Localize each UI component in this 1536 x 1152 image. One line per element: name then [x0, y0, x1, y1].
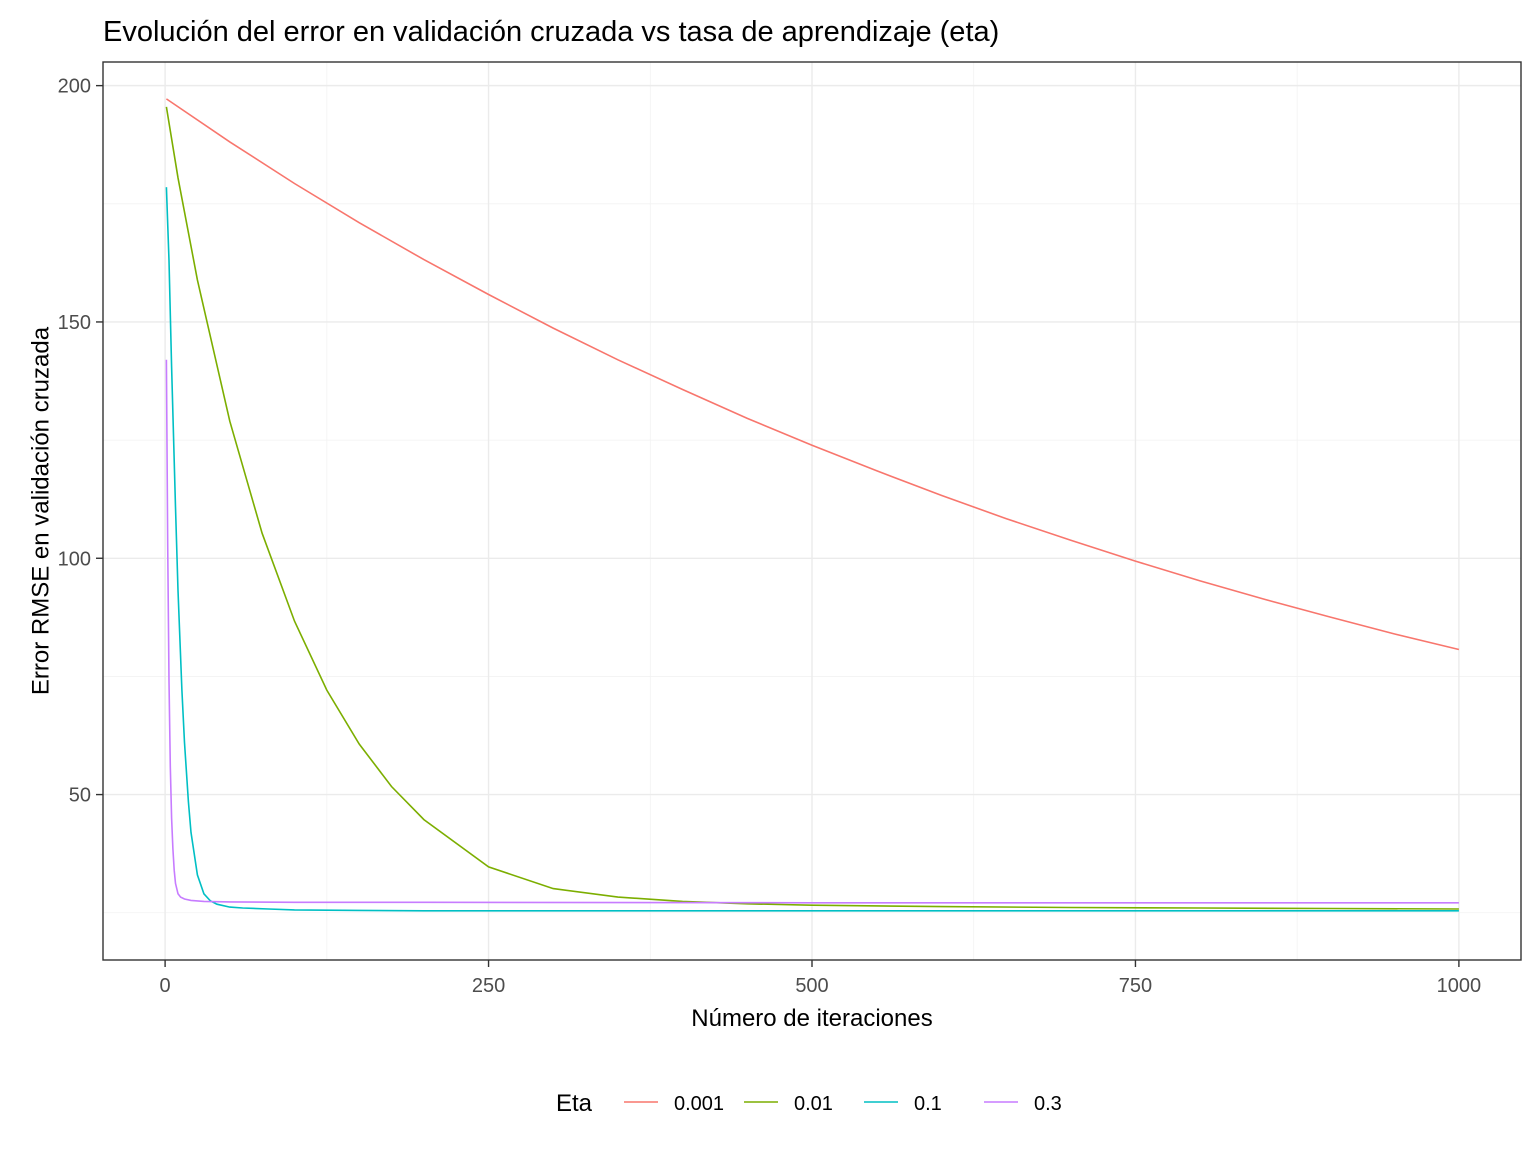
series-line-eta-0.001 — [165, 98, 1460, 651]
x-axis-title: Número de iteraciones — [691, 1005, 932, 1032]
y-tick-label: 100 — [58, 548, 91, 570]
x-tick-label: 0 — [160, 975, 171, 997]
x-tick-label: 1000 — [1437, 975, 1482, 997]
series-line-eta-0.01 — [165, 106, 1459, 910]
y-tick-label: 150 — [58, 312, 91, 334]
chart-title: Evolución del error en validación cruzad… — [103, 16, 999, 48]
series-line-eta-0.3 — [165, 359, 1459, 904]
legend-label-eta-0.3: 0.3 — [1034, 1093, 1062, 1115]
series-line-eta-0.1 — [165, 187, 1459, 912]
plot-grid — [103, 62, 1521, 960]
y-tick-label: 200 — [58, 76, 91, 98]
y-tick-label: 50 — [69, 785, 91, 807]
y-axis-title: Error RMSE en validación cruzada — [27, 326, 54, 695]
legend-label-eta-0.1: 0.1 — [914, 1093, 942, 1115]
legend: Eta 0.001 0.01 0.1 0.3 — [556, 1090, 1062, 1117]
x-tick-label: 500 — [795, 975, 828, 997]
legend-title: Eta — [556, 1090, 593, 1117]
plot-axes: 0 250 500 750 1000 50 100 150 200 — [58, 76, 1482, 997]
legend-label-eta-0.001: 0.001 — [674, 1093, 724, 1115]
plot-series — [165, 98, 1460, 912]
x-tick-label: 250 — [472, 975, 505, 997]
legend-label-eta-0.01: 0.01 — [794, 1093, 833, 1115]
x-tick-label: 750 — [1119, 975, 1152, 997]
